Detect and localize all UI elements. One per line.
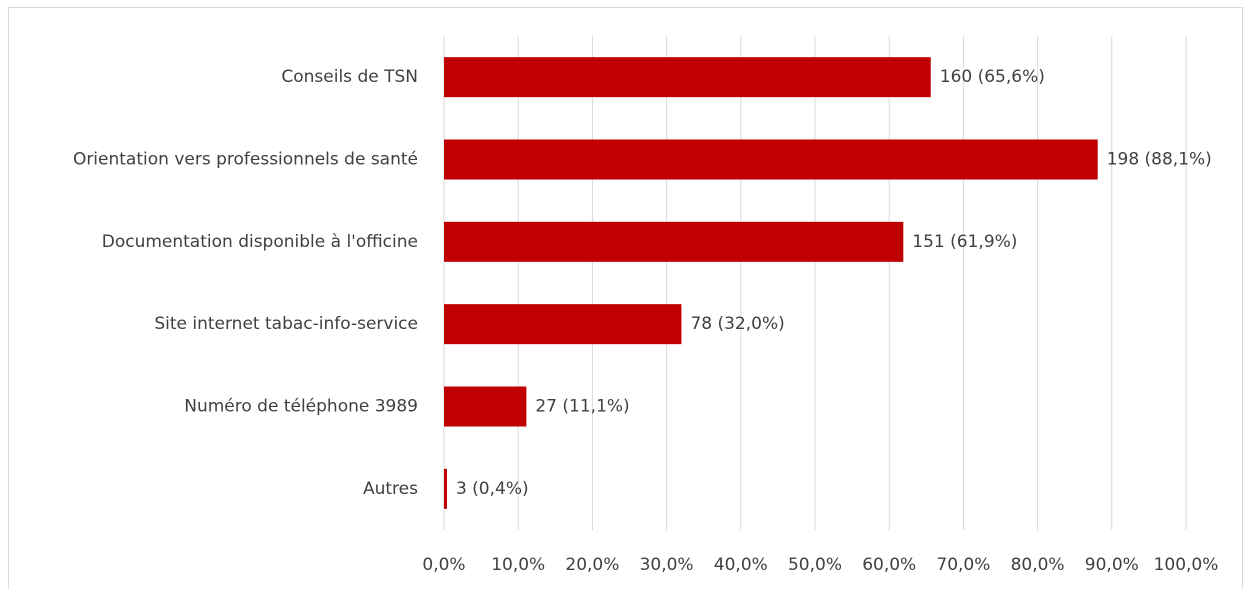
x-tick-label: 70,0% bbox=[936, 555, 990, 575]
y-tick-label: Autres bbox=[363, 479, 418, 499]
bar bbox=[444, 139, 1098, 180]
bar bbox=[444, 221, 904, 262]
x-tick-label: 90,0% bbox=[1085, 555, 1139, 575]
data-label: 198 (88,1%) bbox=[1107, 150, 1212, 170]
data-label: 151 (61,9%) bbox=[912, 232, 1017, 252]
x-tick-label: 60,0% bbox=[862, 555, 916, 575]
data-label: 78 (32,0%) bbox=[690, 314, 784, 334]
y-tick-label: Site internet tabac-info-service bbox=[154, 314, 418, 334]
y-tick-label: Orientation vers professionnels de santé bbox=[73, 150, 418, 170]
bar bbox=[444, 57, 931, 98]
chart-frame bbox=[8, 7, 1243, 589]
y-tick-label: Conseils de TSN bbox=[281, 67, 418, 87]
x-tick-label: 100,0% bbox=[1154, 555, 1219, 575]
data-label: 160 (65,6%) bbox=[940, 67, 1045, 87]
x-tick-label: 20,0% bbox=[565, 555, 619, 575]
data-label: 3 (0,4%) bbox=[456, 479, 529, 499]
x-tick-label: 80,0% bbox=[1011, 555, 1065, 575]
y-tick-label: Numéro de téléphone 3989 bbox=[184, 397, 418, 417]
x-tick-label: 40,0% bbox=[714, 555, 768, 575]
data-label: 27 (11,1%) bbox=[535, 397, 629, 417]
x-tick-label: 30,0% bbox=[640, 555, 694, 575]
bar bbox=[444, 468, 447, 509]
bar bbox=[444, 386, 527, 427]
y-tick-label: Documentation disponible à l'officine bbox=[102, 232, 418, 252]
x-tick-label: 50,0% bbox=[788, 555, 842, 575]
x-tick-label: 0,0% bbox=[422, 555, 465, 575]
x-tick-label: 10,0% bbox=[491, 555, 545, 575]
bar bbox=[444, 304, 682, 345]
